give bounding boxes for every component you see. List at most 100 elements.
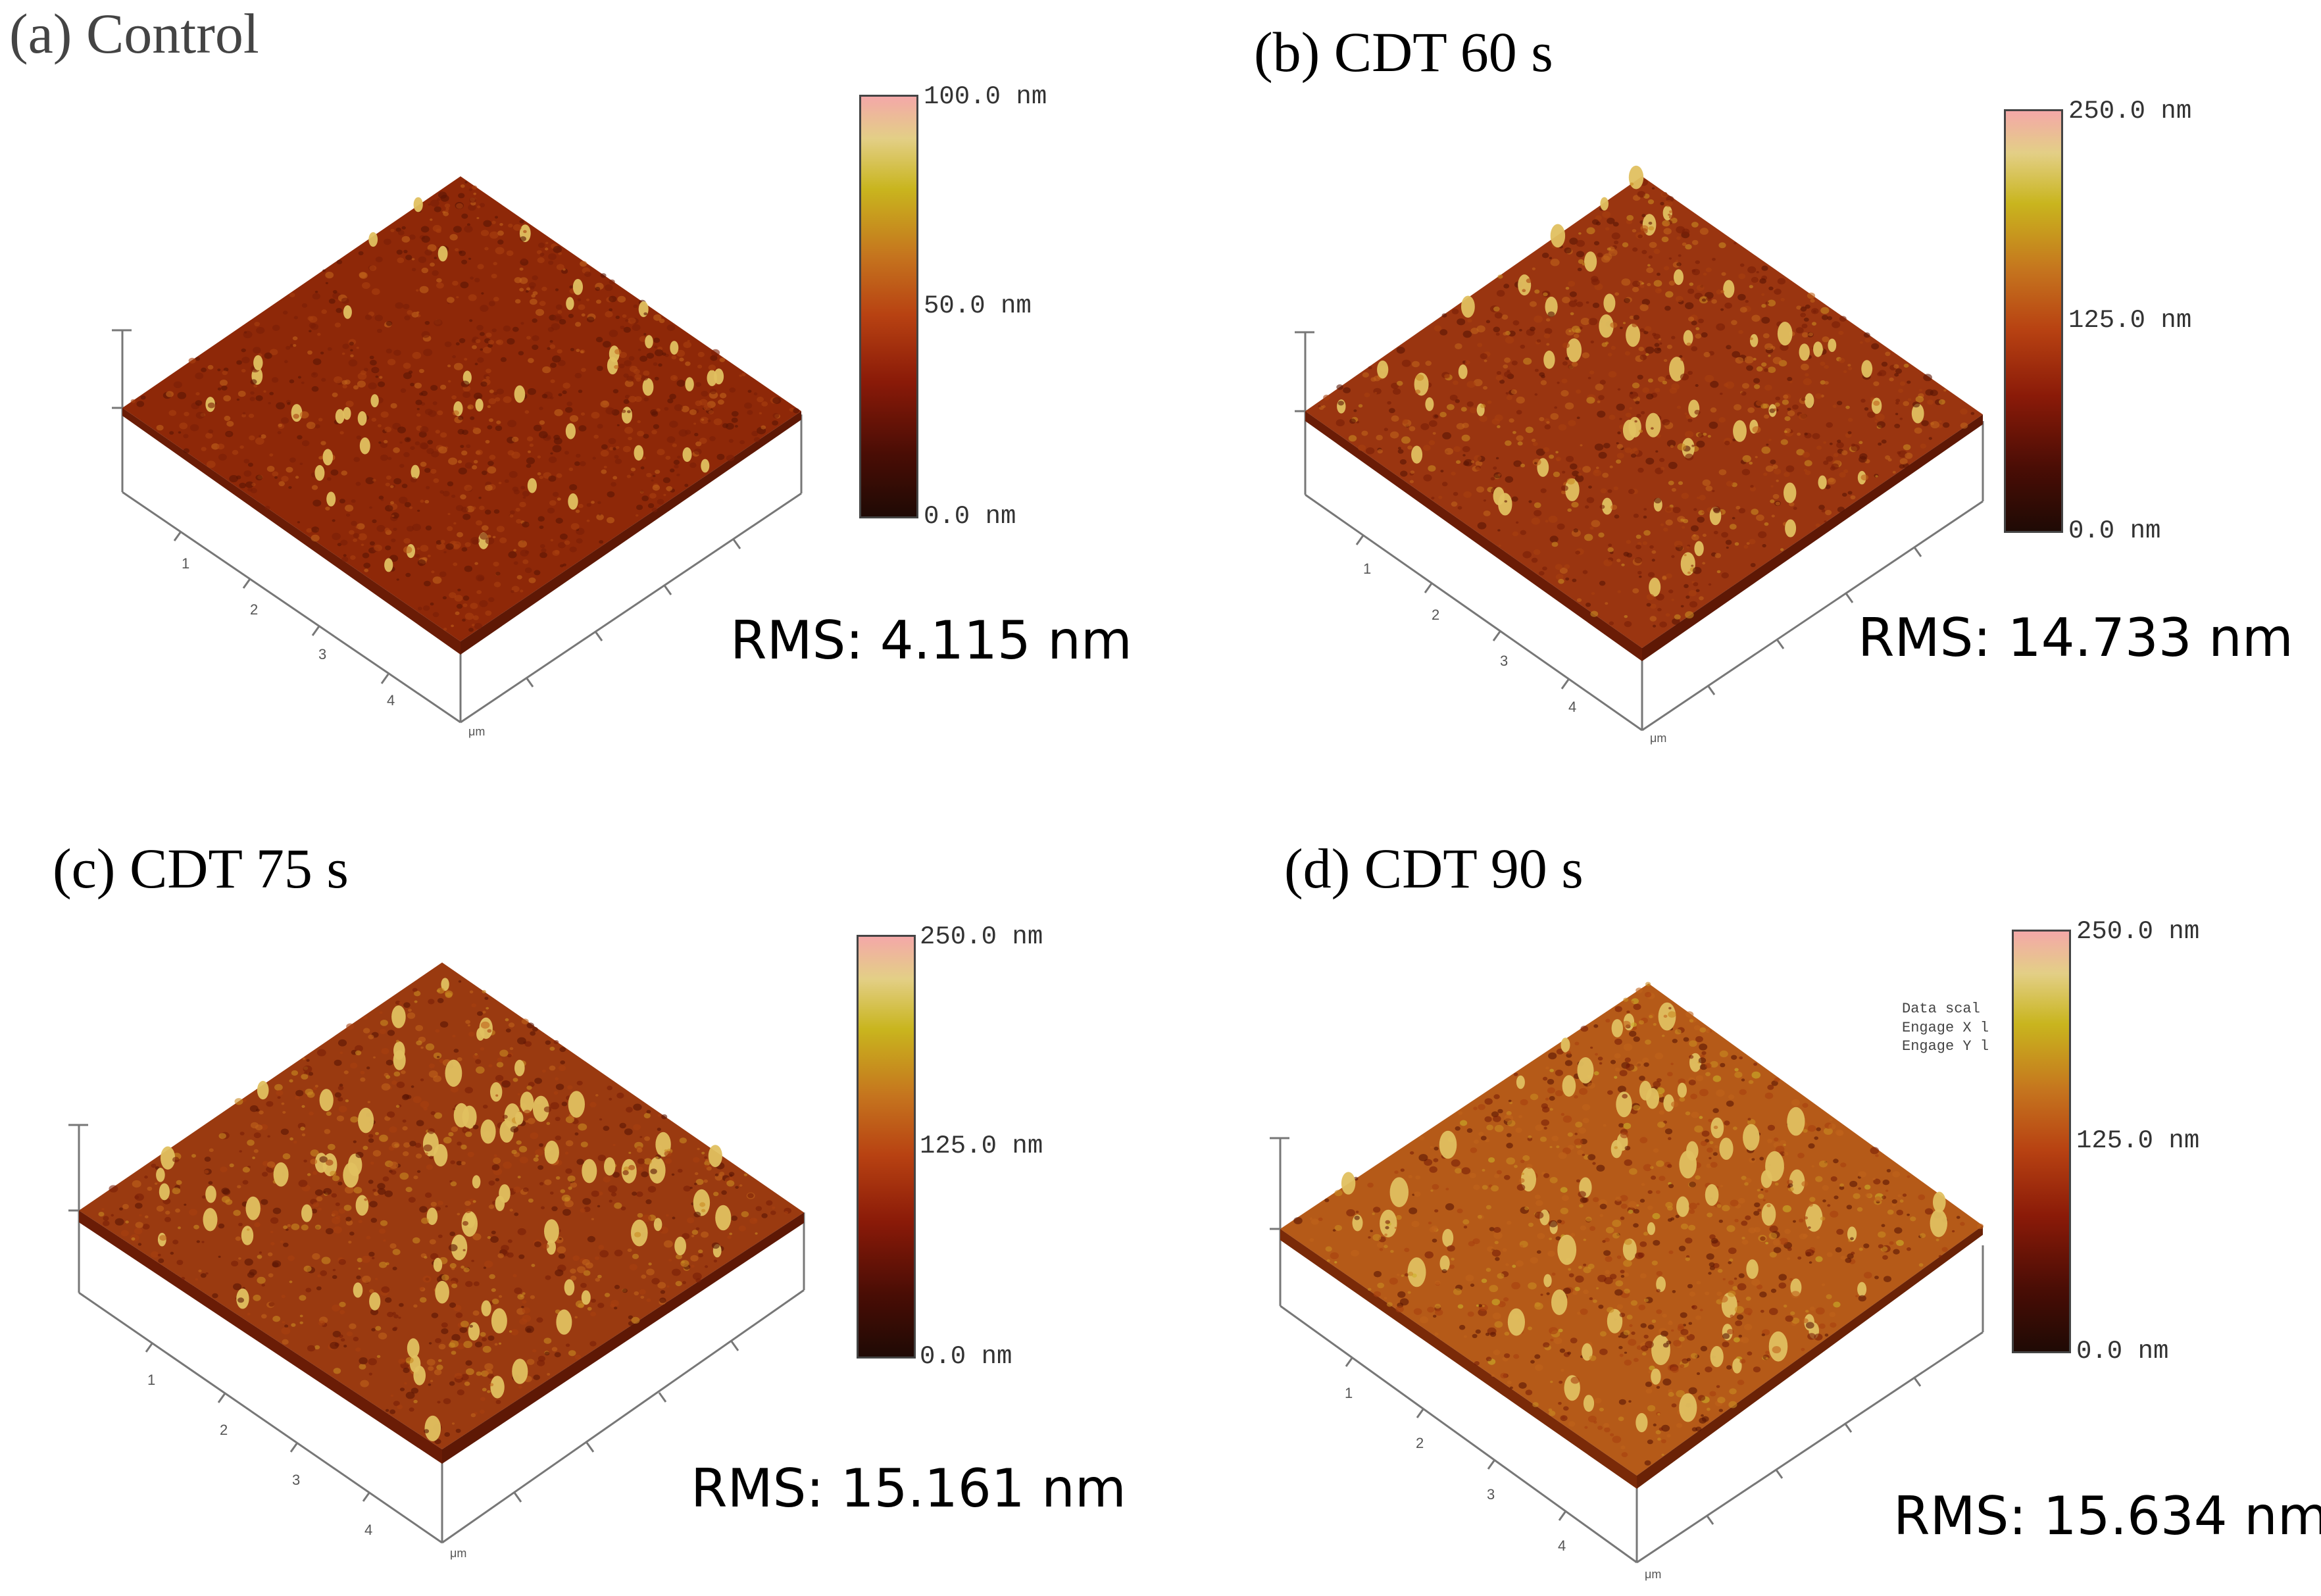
surface-bump xyxy=(1641,249,1647,255)
surface-bump xyxy=(1768,366,1776,373)
surface-bump xyxy=(356,436,362,439)
surface-bump xyxy=(1424,1251,1434,1259)
surface-bump xyxy=(1860,399,1866,403)
scan-info-overlay: Data scal Engage X l Engage Y l xyxy=(1902,1000,1989,1057)
surface-bump xyxy=(549,1065,556,1071)
surface-bump xyxy=(1553,1337,1562,1345)
surface-bump xyxy=(1401,436,1410,444)
surface-bump xyxy=(229,1163,234,1168)
surface-bump xyxy=(609,330,618,337)
surface-bump xyxy=(1612,1232,1620,1239)
surface-bump xyxy=(634,1232,641,1237)
surface-bump xyxy=(1665,1201,1673,1209)
surface-bump xyxy=(1637,570,1642,575)
surface-bump xyxy=(1517,441,1523,446)
surface-bump xyxy=(488,1180,495,1186)
surface-bump xyxy=(612,1143,616,1147)
surface-bump xyxy=(1712,257,1716,261)
surface-bump xyxy=(1666,344,1672,349)
surface-bump xyxy=(1616,1091,1632,1118)
surface-bump xyxy=(1767,299,1776,307)
surface-bump xyxy=(475,339,481,343)
surface-bump xyxy=(1482,1305,1485,1307)
surface-bump xyxy=(1712,1108,1719,1113)
surface-bump xyxy=(343,1162,359,1188)
surface-bump xyxy=(1734,1071,1743,1078)
surface-bump xyxy=(234,1098,243,1105)
surface-bump xyxy=(399,464,405,468)
surface-bump xyxy=(1619,1312,1626,1318)
surface-bump xyxy=(521,258,527,263)
surface-bump xyxy=(1566,455,1574,462)
surface-bump xyxy=(1493,466,1497,470)
surface-bump xyxy=(660,1290,666,1294)
surface-bump xyxy=(1477,1214,1482,1219)
surface-bump xyxy=(1768,439,1772,441)
surface-bump xyxy=(349,1323,357,1330)
surface-bump xyxy=(301,1133,306,1137)
surface-bump xyxy=(1960,422,1968,429)
surface-bump xyxy=(1536,339,1541,343)
surface-bump xyxy=(441,1328,449,1334)
surface-bump xyxy=(1688,1224,1696,1231)
surface-bump xyxy=(311,534,320,542)
surface-bump xyxy=(1678,481,1684,486)
surface-bump xyxy=(1685,1011,1694,1018)
surface-bump xyxy=(615,446,620,449)
surface-bump xyxy=(453,562,458,566)
surface-bump xyxy=(1763,472,1768,476)
surface-bump xyxy=(1547,1079,1555,1085)
surface-bump xyxy=(437,1401,441,1404)
surface-bump xyxy=(500,357,507,362)
surface-bump xyxy=(451,1351,457,1355)
surface-bump xyxy=(1689,1055,1694,1059)
surface-texture xyxy=(130,181,800,632)
surface-bump xyxy=(341,297,349,304)
surface-bump xyxy=(591,1218,595,1220)
surface-bump xyxy=(401,1070,406,1074)
surface-bump xyxy=(472,465,478,470)
surface-bump xyxy=(509,1209,513,1212)
surface-bump xyxy=(525,1120,528,1123)
surface-bump xyxy=(462,1249,466,1251)
surface-bump xyxy=(1691,1111,1699,1118)
surface-bump xyxy=(567,1175,576,1182)
surface-bump xyxy=(472,506,476,510)
surface-bump xyxy=(1616,442,1619,445)
surface-bump xyxy=(640,466,645,470)
surface-bump xyxy=(376,1355,381,1359)
surface-bump xyxy=(408,370,413,374)
surface-bump xyxy=(1641,411,1645,414)
surface-bump xyxy=(460,184,465,188)
surface-bump xyxy=(424,320,430,325)
surface-bump xyxy=(714,368,724,385)
surface-bump xyxy=(410,382,414,387)
surface-bump xyxy=(549,339,553,343)
surface-bump xyxy=(1734,1306,1744,1314)
surface-bump xyxy=(1691,346,1698,351)
surface-bump xyxy=(195,372,204,380)
surface-bump xyxy=(1519,329,1522,332)
surface-bump xyxy=(1539,416,1545,422)
surface-bump xyxy=(1562,1115,1572,1123)
surface-bump xyxy=(1551,1135,1559,1141)
surface-bump xyxy=(402,1126,408,1131)
surface-bump xyxy=(676,349,686,357)
surface-bump xyxy=(677,455,681,459)
surface-bump xyxy=(1639,284,1645,288)
surface-bump xyxy=(1881,361,1888,367)
surface-bump xyxy=(136,401,145,407)
surface-bump xyxy=(1903,444,1911,451)
surface-bump xyxy=(491,1166,496,1170)
surface-bump xyxy=(253,355,263,370)
surface-bump xyxy=(1617,431,1621,435)
surface-bump xyxy=(726,455,735,462)
surface-bump xyxy=(233,1283,242,1291)
surface-bump xyxy=(385,1262,389,1266)
surface-bump xyxy=(460,282,469,289)
surface-bump xyxy=(436,282,444,289)
surface-bump xyxy=(381,1286,390,1293)
surface-bump xyxy=(1646,1087,1659,1109)
surface-bump xyxy=(1643,1062,1649,1067)
surface-bump xyxy=(343,1070,349,1074)
